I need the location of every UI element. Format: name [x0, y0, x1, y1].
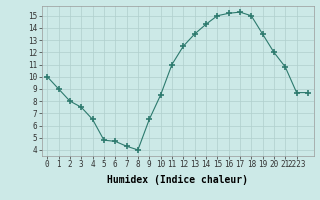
X-axis label: Humidex (Indice chaleur): Humidex (Indice chaleur): [107, 175, 248, 185]
